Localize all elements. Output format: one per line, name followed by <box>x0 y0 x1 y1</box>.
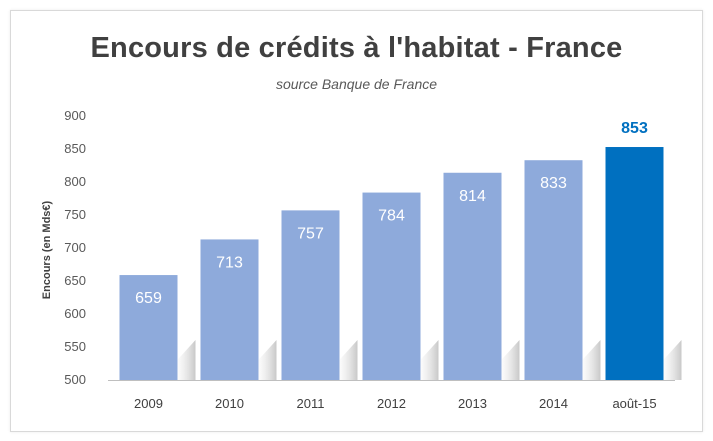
y-tick-label: 650 <box>64 273 86 288</box>
bar-shadow <box>661 340 682 380</box>
bar <box>524 160 583 380</box>
y-tick-label: 750 <box>64 207 86 222</box>
bar-shadow <box>337 340 358 380</box>
y-tick-label: 850 <box>64 141 86 156</box>
bar-shadow <box>175 340 196 380</box>
x-tick-label: 2013 <box>458 396 487 411</box>
bar-value-label: 713 <box>216 254 243 271</box>
x-tick-label: août-15 <box>612 396 656 411</box>
y-tick-label: 900 <box>64 108 86 123</box>
x-tick-label: 2011 <box>297 396 325 411</box>
x-tick-label: 2010 <box>215 396 244 411</box>
bar-value-label: 833 <box>540 175 567 192</box>
chart-title: Encours de crédits à l'habitat - France <box>90 32 623 64</box>
y-tick-label: 550 <box>64 339 86 354</box>
bar-value-label: 757 <box>297 225 324 242</box>
y-tick-label: 800 <box>64 174 86 189</box>
x-tick-label: 2014 <box>539 396 568 411</box>
y-tick-label: 500 <box>64 372 86 387</box>
bar <box>443 172 502 380</box>
bar-value-label: 814 <box>459 188 486 205</box>
bar-value-label: 853 <box>621 120 648 137</box>
bar <box>605 147 664 380</box>
y-tick-label: 700 <box>64 240 86 255</box>
bar-value-label: 784 <box>378 208 405 225</box>
bar <box>200 239 259 380</box>
bar-shadow <box>256 340 277 380</box>
bar-shadow <box>580 340 601 380</box>
chart-subtitle: source Banque de France <box>275 76 438 92</box>
bar-shadow <box>418 340 439 380</box>
y-axis-label: Encours (en Mds€) <box>41 200 53 299</box>
bar <box>119 275 178 380</box>
bar <box>281 210 340 380</box>
x-tick-label: 2012 <box>377 396 406 411</box>
bar <box>362 192 421 380</box>
y-tick-label: 600 <box>64 306 86 321</box>
bar-shadow <box>499 340 520 380</box>
x-tick-label: 2009 <box>134 396 163 411</box>
bar-value-label: 659 <box>135 290 162 307</box>
